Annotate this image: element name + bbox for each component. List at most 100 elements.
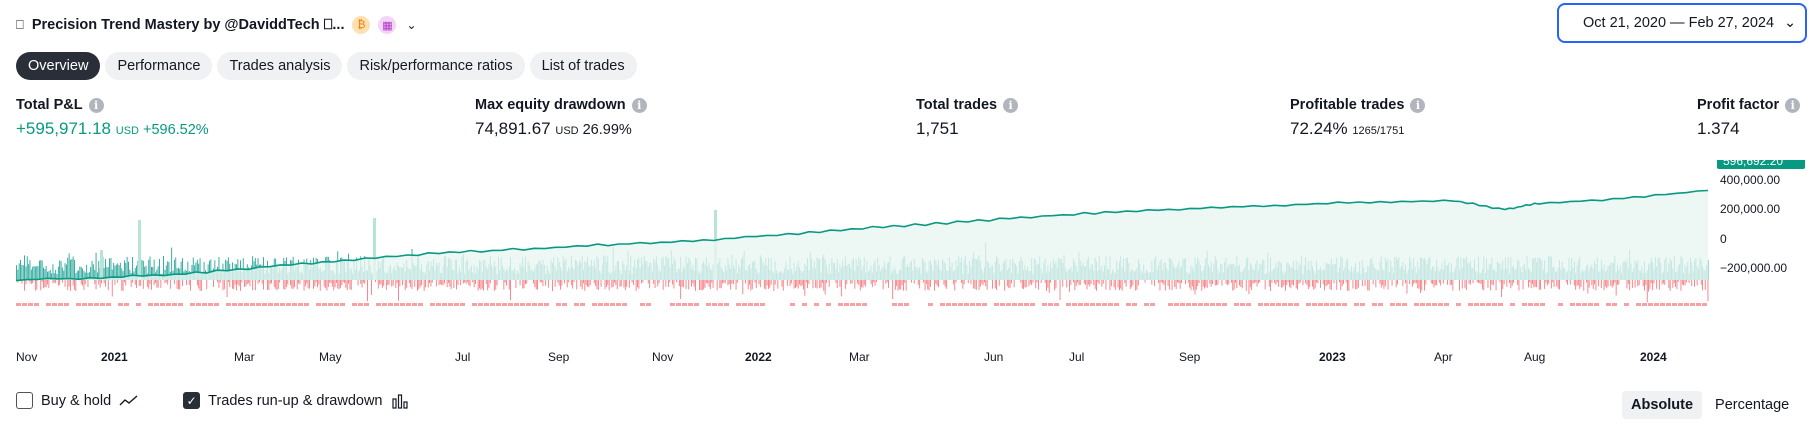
drawdown-bar — [156, 280, 158, 288]
drawdown-bar — [585, 280, 587, 285]
drawdown-bar — [917, 280, 919, 285]
runup-bar — [148, 259, 150, 280]
trade-strip-mark — [1318, 303, 1323, 306]
drawdown-bar — [1325, 280, 1327, 287]
runup-bar — [53, 273, 55, 280]
info-icon[interactable]: i — [1003, 97, 1019, 113]
drawdown-bar — [1673, 280, 1675, 284]
drawdown-bar — [1105, 280, 1107, 290]
drawdown-bar — [600, 280, 602, 287]
drawdown-bar — [799, 280, 800, 285]
runup-bar — [33, 265, 35, 280]
trade-strip-mark — [856, 303, 861, 306]
tab-risk-ratios[interactable]: Risk/performance ratios — [347, 52, 525, 80]
runup-bar — [51, 273, 52, 280]
tab-overview[interactable]: Overview — [16, 52, 101, 80]
drawdown-bar — [747, 280, 749, 290]
x-tick-label: Mar — [849, 350, 870, 364]
drawdown-bar — [340, 280, 341, 288]
drawdown-bar — [1588, 280, 1590, 288]
date-range-button[interactable]: Oct 21, 2020 — Feb 27, 2024 ⌄ — [1557, 3, 1807, 43]
drawdown-bar — [905, 280, 907, 291]
tab-trades-analysis[interactable]: Trades analysis — [217, 52, 343, 80]
drawdown-bar — [886, 280, 888, 283]
drawdown-bar — [707, 280, 709, 284]
runup-bar — [122, 271, 124, 280]
metric-label: Profitable trades — [1290, 97, 1405, 113]
drawdown-bar — [758, 280, 760, 285]
trade-strip-mark — [1396, 303, 1401, 306]
runup-bar — [92, 264, 94, 280]
trade-strip-mark — [190, 303, 195, 306]
trade-strip-mark — [262, 303, 267, 306]
drawdown-bar — [839, 280, 841, 287]
drawdown-bar — [1117, 280, 1119, 288]
runup-bar — [210, 259, 212, 280]
drawdown-bar — [252, 280, 254, 291]
drawdown-bar — [307, 280, 309, 289]
drawdown-bar — [662, 280, 664, 290]
drawdown-bar — [1383, 280, 1385, 289]
last-value-badge — [1717, 160, 1805, 169]
drawdown-bar — [557, 280, 559, 283]
drawdown-bar — [1452, 280, 1454, 291]
drawdown-bar — [442, 280, 444, 286]
drawdown-bar — [319, 280, 321, 291]
drawdown-bar — [1158, 280, 1159, 283]
strategy-title[interactable]: Precision Trend Mastery by @DaviddTech ⎕… — [31, 17, 345, 33]
drawdown-bar — [573, 280, 575, 282]
drawdown-bar — [850, 280, 852, 284]
info-icon[interactable]: i — [1785, 97, 1801, 113]
trade-strip-mark — [1072, 303, 1077, 306]
equity-chart[interactable]: 400,000.00 200,000.00 0 −200,000.00 596,692.… — [0, 160, 1815, 375]
tab-list-of-trades[interactable]: List of trades — [529, 52, 637, 80]
trade-strip-mark — [892, 303, 897, 306]
drawdown-bar — [1110, 280, 1112, 287]
drawdown-bar — [330, 280, 332, 284]
drawdown-bar — [1487, 280, 1489, 288]
drawdown-bar — [142, 280, 144, 289]
drawdown-bar — [515, 280, 517, 288]
drawdown-bar — [981, 280, 983, 284]
info-icon[interactable]: i — [1410, 97, 1426, 113]
drawdown-bar — [606, 280, 607, 287]
equity-area — [16, 190, 1708, 281]
drawdown-bar — [537, 280, 538, 290]
runup-bar — [17, 269, 19, 280]
strategy-icon: ⎕ — [16, 17, 24, 32]
drawdown-bar — [83, 280, 85, 290]
chevron-down-icon[interactable]: ⌄ — [406, 18, 417, 32]
runup-bar — [149, 256, 151, 280]
drawdown-bar — [179, 280, 181, 290]
drawdown-bar — [1025, 280, 1027, 288]
trade-strip-mark — [442, 303, 447, 306]
trade-strip-mark — [520, 303, 525, 306]
drawdown-bar — [1676, 280, 1678, 290]
drawdown-bar — [1600, 280, 1602, 289]
drawdown-bar — [130, 280, 132, 287]
trade-strip-mark — [1606, 303, 1611, 306]
percentage-toggle[interactable]: Percentage — [1715, 397, 1790, 413]
runup-drawdown-checkbox[interactable]: ✓ — [183, 392, 201, 409]
tab-performance[interactable]: Performance — [105, 52, 213, 80]
drawdown-bar — [711, 280, 713, 283]
drawdown-bar — [1031, 280, 1033, 286]
info-icon[interactable]: i — [88, 97, 104, 113]
drawdown-bar — [1534, 280, 1536, 287]
drawdown-bar — [292, 280, 294, 289]
drawdown-bar — [1626, 280, 1628, 289]
trade-strip-mark — [706, 303, 711, 306]
info-icon[interactable]: i — [631, 97, 647, 113]
drawdown-bar — [570, 280, 572, 286]
drawdown-bar — [169, 280, 171, 289]
absolute-toggle[interactable]: Absolute — [1622, 391, 1703, 419]
runup-bar — [159, 258, 160, 280]
drawdown-bar — [1317, 280, 1319, 284]
trade-strip-mark — [1372, 303, 1377, 306]
drawdown-bar — [631, 280, 633, 283]
buy-hold-checkbox[interactable] — [16, 392, 33, 409]
drawdown-bar — [59, 280, 61, 285]
drawdown-bar — [1178, 280, 1180, 284]
drawdown-bar — [468, 280, 470, 286]
drawdown-bar — [1204, 280, 1205, 289]
